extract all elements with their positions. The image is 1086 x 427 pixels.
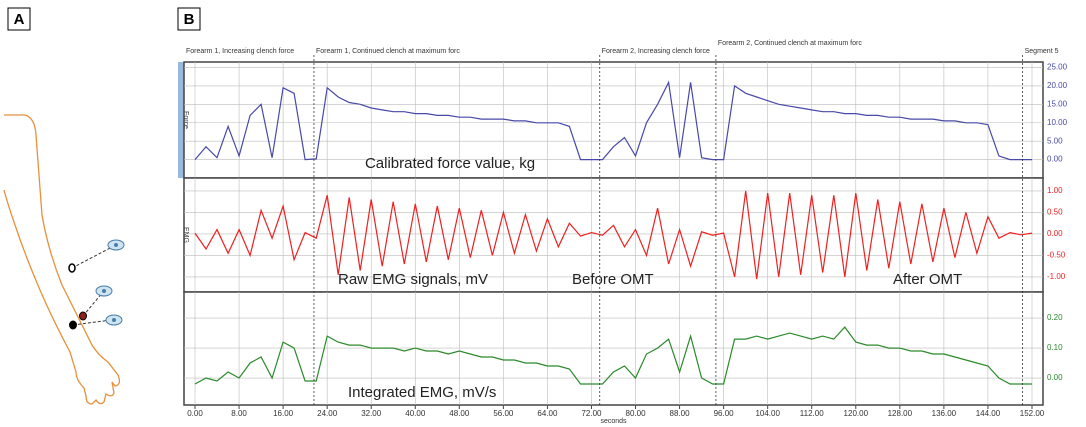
y-tick-label: 0.50	[1047, 208, 1063, 217]
x-tick-label: 48.00	[449, 409, 470, 418]
x-tick-label: 24.00	[317, 409, 338, 418]
x-tick-label: 40.00	[405, 409, 426, 418]
y-tick-label: 25.00	[1047, 63, 1068, 72]
plot-frame	[183, 61, 1044, 179]
x-tick-label: 64.00	[537, 409, 558, 418]
event-label: Forearm 1, Increasing clench force	[186, 48, 294, 55]
x-tick-label: 0.00	[187, 409, 203, 418]
x-tick-label: 152.00	[1020, 409, 1045, 418]
y-tick-label: 1.00	[1047, 186, 1063, 195]
event-label: Forearm 2, Increasing clench force	[602, 48, 710, 55]
electrode-sites	[68, 239, 125, 330]
x-tick-label: 112.00	[800, 409, 824, 418]
x-tick-label: 120.00	[844, 409, 869, 418]
annotation: Calibrated force value, kg	[365, 155, 535, 172]
signal-trace	[194, 190, 1033, 280]
y-tick-label: 0.20	[1047, 313, 1063, 322]
panel-label-box	[7, 7, 31, 31]
x-tick-label: 144.00	[976, 409, 1001, 418]
panel-label: A	[14, 11, 25, 28]
x-tick-label: 136.00	[932, 409, 957, 418]
channel-label: EMG	[182, 227, 189, 243]
x-tick-label: 128.00	[888, 409, 913, 418]
y-tick-label: 5.00	[1047, 136, 1063, 145]
y-tick-label: 15.00	[1047, 99, 1068, 108]
x-tick-label: 96.00	[714, 409, 735, 418]
y-tick-label: -1.00	[1047, 272, 1066, 281]
x-tick-label: 104.00	[755, 409, 780, 418]
x-tick-label: 88.00	[670, 409, 691, 418]
event-label: Forearm 2, Continued clench at maximum f…	[718, 40, 862, 47]
y-tick-label: 0.00	[1047, 373, 1063, 382]
plot-frame	[183, 291, 1044, 406]
x-tick-label: 32.00	[361, 409, 382, 418]
annotation: Integrated EMG, mV/s	[348, 384, 496, 401]
panel-label-box	[177, 7, 201, 31]
y-tick-label: 0.10	[1047, 343, 1063, 352]
x-tick-label: 8.00	[231, 409, 247, 418]
channel-label: Force	[182, 111, 189, 129]
electrodes	[71, 245, 115, 326]
event-label: Forearm 1, Continued clench at maximum f…	[316, 48, 460, 55]
x-axis-label: seconds	[600, 418, 627, 425]
annotation: Raw EMG signals, mV	[338, 271, 488, 288]
y-tick-label: -0.50	[1047, 251, 1066, 260]
y-tick-label: 0.00	[1047, 155, 1063, 164]
signal-trace	[194, 326, 1032, 385]
annotation: Before OMT	[572, 271, 654, 288]
x-tick-label: 56.00	[493, 409, 514, 418]
event-label: Segment 5	[1025, 48, 1059, 55]
x-tick-label: 16.00	[273, 409, 294, 418]
arm-diagram	[3, 114, 121, 405]
y-tick-label: 10.00	[1047, 118, 1068, 127]
annotation: After OMT	[893, 271, 962, 288]
x-tick-label: 80.00	[626, 409, 647, 418]
y-tick-label: 20.00	[1047, 81, 1068, 90]
signal-trace	[194, 80, 1032, 161]
y-tick-label: 0.00	[1047, 229, 1063, 238]
x-tick-label: 72.00	[581, 409, 602, 418]
panel-label: B	[184, 11, 195, 28]
